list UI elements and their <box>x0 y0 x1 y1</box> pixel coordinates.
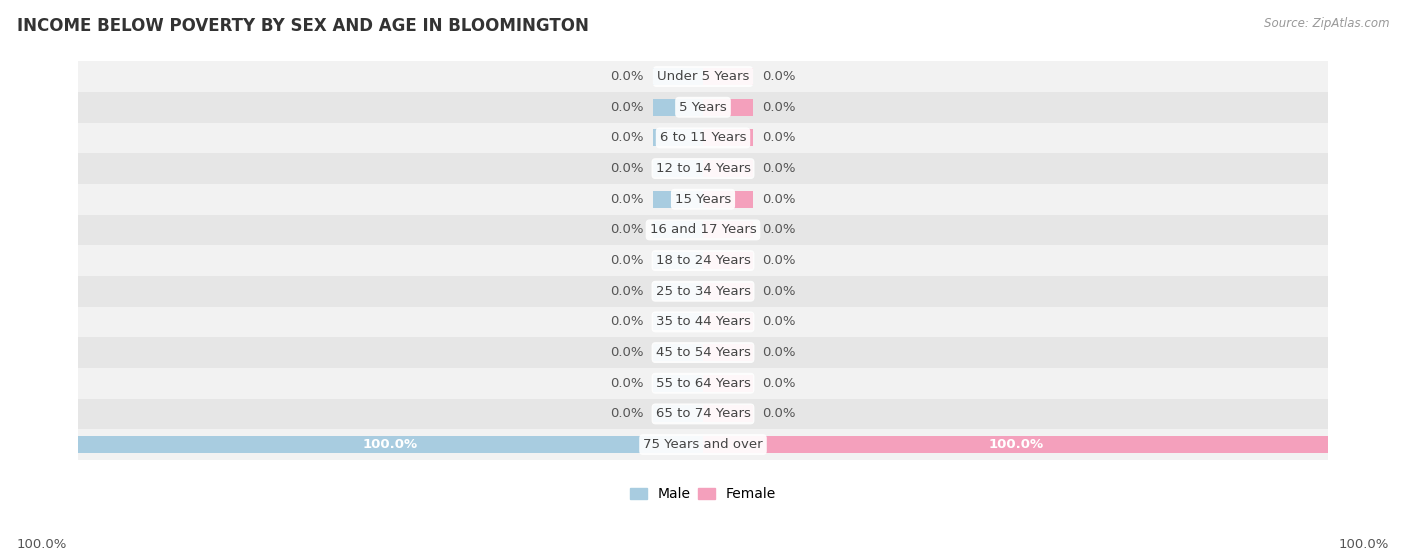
Bar <box>77 368 1329 399</box>
Text: 0.0%: 0.0% <box>762 408 796 420</box>
Bar <box>77 306 1329 337</box>
Text: 65 to 74 Years: 65 to 74 Years <box>655 408 751 420</box>
Bar <box>77 184 1329 215</box>
Bar <box>703 68 754 85</box>
Text: 0.0%: 0.0% <box>762 131 796 144</box>
Bar <box>77 92 1329 122</box>
Text: 0.0%: 0.0% <box>762 101 796 113</box>
Text: 0.0%: 0.0% <box>610 377 644 390</box>
Text: 75 Years and over: 75 Years and over <box>643 438 763 451</box>
Text: Under 5 Years: Under 5 Years <box>657 70 749 83</box>
Text: 100.0%: 100.0% <box>1339 538 1389 551</box>
Bar <box>77 399 1329 429</box>
Text: 0.0%: 0.0% <box>610 193 644 206</box>
Bar <box>703 191 754 208</box>
Bar <box>652 68 703 85</box>
Text: 18 to 24 Years: 18 to 24 Years <box>655 254 751 267</box>
Text: 0.0%: 0.0% <box>762 285 796 298</box>
Bar <box>703 375 754 392</box>
Text: 25 to 34 Years: 25 to 34 Years <box>655 285 751 298</box>
Legend: Male, Female: Male, Female <box>624 482 782 506</box>
Text: 5 Years: 5 Years <box>679 101 727 113</box>
Bar <box>77 429 1329 460</box>
Bar <box>652 375 703 392</box>
Bar <box>652 252 703 269</box>
Bar <box>652 344 703 361</box>
Bar <box>652 405 703 423</box>
Bar <box>77 337 1329 368</box>
Text: 12 to 14 Years: 12 to 14 Years <box>655 162 751 175</box>
Bar <box>703 314 754 330</box>
Text: 0.0%: 0.0% <box>762 315 796 329</box>
Text: 0.0%: 0.0% <box>762 224 796 236</box>
Text: 0.0%: 0.0% <box>610 70 644 83</box>
Bar <box>77 276 1329 306</box>
Text: INCOME BELOW POVERTY BY SEX AND AGE IN BLOOMINGTON: INCOME BELOW POVERTY BY SEX AND AGE IN B… <box>17 17 589 35</box>
Bar <box>703 405 754 423</box>
Bar <box>652 314 703 330</box>
Bar <box>77 215 1329 245</box>
Text: 100.0%: 100.0% <box>988 438 1043 451</box>
Text: 0.0%: 0.0% <box>610 346 644 359</box>
Bar <box>703 344 754 361</box>
Text: 45 to 54 Years: 45 to 54 Years <box>655 346 751 359</box>
Text: 35 to 44 Years: 35 to 44 Years <box>655 315 751 329</box>
Bar <box>703 283 754 300</box>
Text: 0.0%: 0.0% <box>610 101 644 113</box>
Bar <box>703 252 754 269</box>
Text: 100.0%: 100.0% <box>17 538 67 551</box>
Bar <box>77 122 1329 153</box>
Text: 0.0%: 0.0% <box>610 408 644 420</box>
Bar <box>652 221 703 238</box>
Text: 0.0%: 0.0% <box>762 70 796 83</box>
Bar <box>703 436 1329 453</box>
Text: 0.0%: 0.0% <box>762 193 796 206</box>
Text: 0.0%: 0.0% <box>762 254 796 267</box>
Text: 0.0%: 0.0% <box>610 254 644 267</box>
Bar <box>652 99 703 116</box>
Bar <box>703 221 754 238</box>
Text: 0.0%: 0.0% <box>762 162 796 175</box>
Text: 100.0%: 100.0% <box>363 438 418 451</box>
Text: Source: ZipAtlas.com: Source: ZipAtlas.com <box>1264 17 1389 30</box>
Text: 0.0%: 0.0% <box>610 131 644 144</box>
Bar <box>703 130 754 146</box>
Text: 0.0%: 0.0% <box>762 377 796 390</box>
Text: 0.0%: 0.0% <box>610 285 644 298</box>
Bar <box>77 153 1329 184</box>
Text: 16 and 17 Years: 16 and 17 Years <box>650 224 756 236</box>
Text: 0.0%: 0.0% <box>610 162 644 175</box>
Text: 6 to 11 Years: 6 to 11 Years <box>659 131 747 144</box>
Text: 0.0%: 0.0% <box>610 224 644 236</box>
Bar <box>652 191 703 208</box>
Bar <box>652 160 703 177</box>
Text: 55 to 64 Years: 55 to 64 Years <box>655 377 751 390</box>
Bar <box>652 283 703 300</box>
Bar <box>703 160 754 177</box>
Bar <box>77 245 1329 276</box>
Text: 0.0%: 0.0% <box>610 315 644 329</box>
Text: 0.0%: 0.0% <box>762 346 796 359</box>
Bar <box>703 99 754 116</box>
Bar <box>652 130 703 146</box>
Text: 15 Years: 15 Years <box>675 193 731 206</box>
Bar <box>77 436 703 453</box>
Bar <box>77 61 1329 92</box>
